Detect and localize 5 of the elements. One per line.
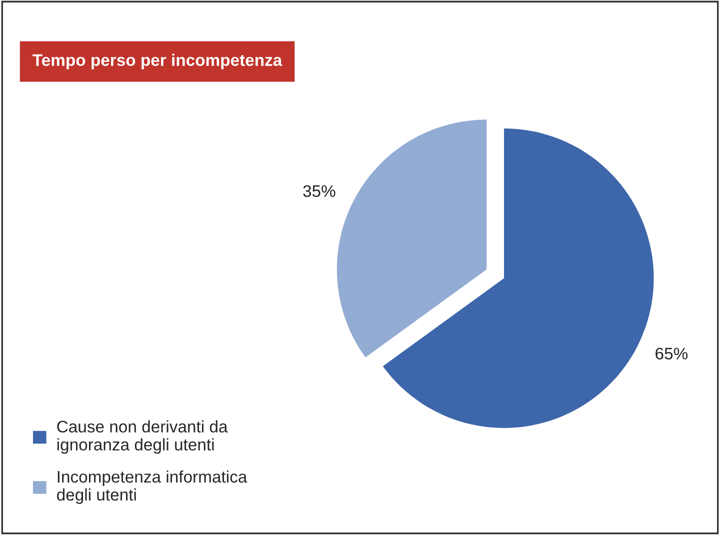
data-label: 65% [656, 348, 688, 360]
chart-title: Tempo perso per incompetenza [32, 54, 282, 70]
data-label: 35% [303, 185, 336, 198]
legend-label: Cause non derivanti da ignoranza degli utenti [57, 420, 228, 454]
legend-label: Incompetenza informatica degli utenti [57, 470, 248, 504]
